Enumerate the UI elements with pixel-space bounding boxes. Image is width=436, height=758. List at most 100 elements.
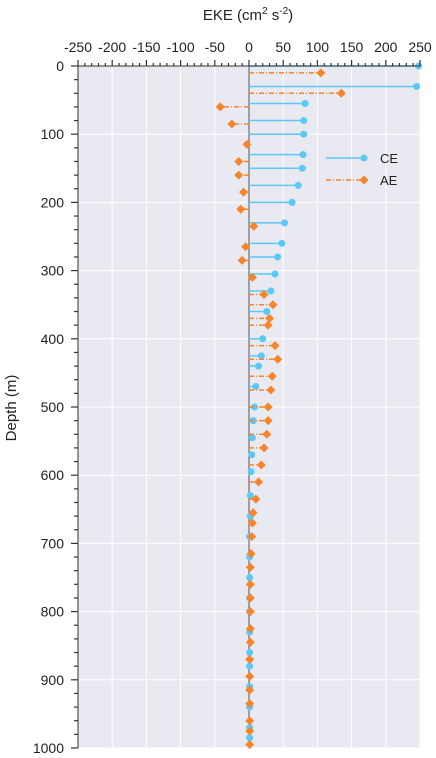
y-tick-label: 300: [41, 263, 65, 279]
point-ae: [247, 532, 257, 542]
x-tick-label: -150: [132, 39, 160, 55]
point-ae: [336, 88, 346, 98]
point-ae: [239, 187, 249, 197]
point-ae: [237, 255, 247, 265]
x-tick-label: 200: [374, 39, 398, 55]
point-ae: [245, 726, 255, 736]
y-tick-label: 0: [56, 58, 64, 74]
x-tick-label: -50: [205, 39, 225, 55]
point-ce: [274, 253, 282, 261]
point-ae: [215, 102, 225, 112]
point-ae: [234, 156, 244, 166]
y-tick-label: 500: [41, 399, 65, 415]
point-ce: [300, 117, 308, 125]
x-axis-title: EKE (cm2 s-2): [203, 6, 293, 24]
legend-marker-ce: [360, 154, 368, 162]
point-ae: [242, 139, 252, 149]
point-ae: [247, 518, 257, 528]
point-ae: [273, 354, 283, 364]
point-ce: [271, 270, 279, 278]
y-axis: 0 100 200 300 400 500 600 700 800 900 1000: [33, 58, 79, 756]
legend: CE AE: [326, 151, 398, 188]
point-ce: [298, 164, 306, 172]
point-ae: [316, 68, 326, 78]
y-tick-label: 800: [41, 604, 65, 620]
point-ce: [294, 181, 302, 189]
point-ae: [249, 221, 259, 231]
y-tick-label: 900: [41, 672, 65, 688]
point-ae: [263, 416, 273, 426]
point-ae: [227, 119, 237, 129]
point-ae: [265, 313, 275, 323]
point-ae: [266, 385, 276, 395]
point-ce: [246, 649, 254, 657]
point-ae: [245, 562, 255, 572]
point-ce: [250, 403, 258, 411]
y-tick-label: 1000: [33, 740, 64, 756]
point-ce: [246, 492, 254, 500]
y-tick-label: 200: [41, 194, 65, 210]
x-tick-label: -100: [167, 39, 195, 55]
point-ae: [246, 549, 256, 559]
point-ce: [413, 82, 421, 90]
point-ae: [245, 716, 255, 726]
point-ce: [255, 362, 263, 370]
point-ae: [245, 607, 255, 617]
legend-label-ae: AE: [380, 173, 398, 188]
point-ae: [234, 170, 244, 180]
y-tick-label: 400: [41, 331, 65, 347]
point-ae: [236, 204, 246, 214]
y-tick-label: 100: [41, 126, 65, 142]
y-tick-label: 600: [41, 467, 65, 483]
x-tick-label: 100: [306, 39, 330, 55]
x-tick-label: 0: [245, 39, 253, 55]
point-ae: [254, 477, 264, 487]
x-tick-label: 50: [275, 39, 291, 55]
point-ae: [245, 740, 255, 750]
point-ae: [245, 685, 255, 695]
point-ce: [248, 451, 256, 459]
point-ae: [245, 593, 255, 603]
x-tick-label: -250: [64, 39, 92, 55]
point-ae: [245, 699, 255, 709]
point-ae: [251, 494, 261, 504]
x-tick-label: -200: [98, 39, 126, 55]
point-ae: [263, 402, 273, 412]
point-ce: [288, 198, 296, 206]
point-ae: [259, 443, 269, 453]
point-ce: [248, 434, 256, 442]
point-ce: [278, 239, 286, 247]
point-ae: [247, 272, 257, 282]
point-ae: [245, 671, 255, 681]
point-ae: [245, 654, 255, 664]
point-ce: [252, 383, 260, 391]
point-ae: [267, 371, 277, 381]
point-ce: [259, 335, 267, 343]
point-ce: [281, 219, 289, 227]
point-ce: [257, 352, 265, 360]
legend-marker-ae: [359, 175, 369, 185]
point-ce: [299, 151, 307, 159]
series-ae: [215, 68, 346, 750]
point-ae: [245, 637, 255, 647]
x-tick-label: 150: [340, 39, 364, 55]
legend-label-ce: CE: [380, 151, 398, 166]
point-ce: [246, 662, 254, 670]
point-ce: [267, 287, 275, 295]
point-ae: [245, 624, 255, 634]
point-ae: [270, 341, 280, 351]
point-ae: [245, 579, 255, 589]
point-ae: [259, 289, 269, 299]
point-ce: [300, 130, 308, 138]
series-layer: [215, 62, 423, 750]
point-ce: [246, 574, 254, 581]
point-ae: [268, 300, 278, 310]
point-ae: [256, 460, 266, 470]
point-ce: [246, 734, 254, 742]
point-ce: [247, 468, 255, 476]
point-ae: [263, 320, 273, 330]
x-axis: -250 -200 -150 -100 -50 0 50 100 150 200 250: [64, 39, 432, 67]
x-tick-label: 250: [408, 39, 432, 55]
point-ce: [301, 100, 309, 108]
